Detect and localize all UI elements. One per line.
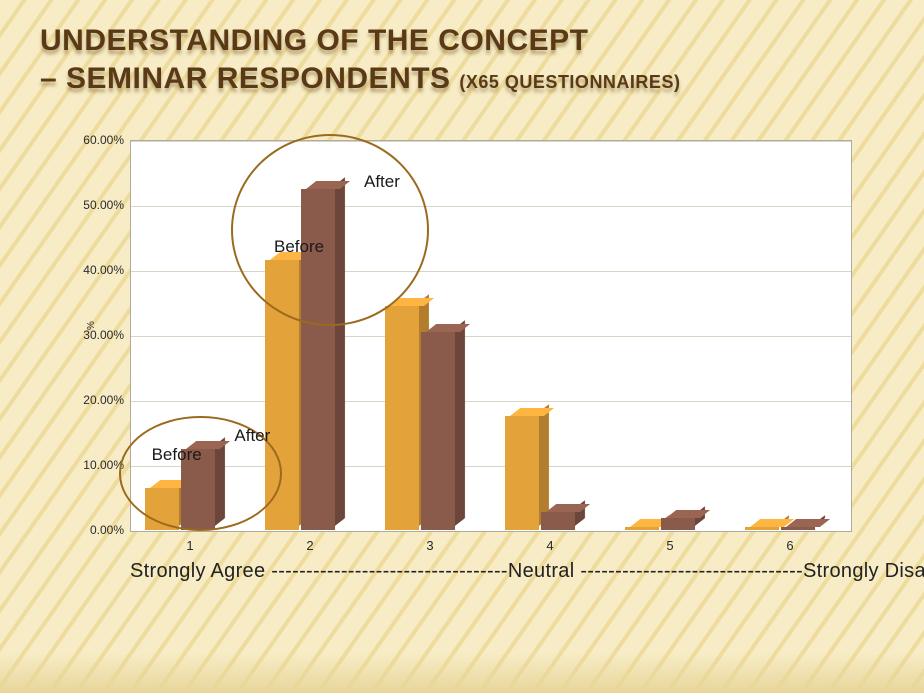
- slide-root: UNDERSTANDING OF THE CONCEPT – SEMINAR R…: [0, 0, 924, 693]
- concept-understanding-chart: % Strongly Agree -----------------------…: [60, 140, 880, 570]
- title-line1: UNDERSTANDING OF THE CONCEPT: [40, 24, 588, 57]
- bar-before-4: [505, 416, 539, 530]
- gridline: [131, 141, 851, 142]
- y-tick-label: 20.00%: [83, 393, 124, 407]
- bar-after-3: [421, 332, 455, 530]
- y-tick-label: 0.00%: [90, 523, 124, 537]
- x-axis-scale-text: Strongly Agree -------------------------…: [130, 560, 850, 583]
- highlight-ellipse: [231, 134, 429, 327]
- annotation-before: Before: [274, 237, 324, 257]
- bar-before-6: [745, 527, 779, 530]
- x-tick-label: 2: [306, 538, 313, 553]
- y-tick-label: 30.00%: [83, 328, 124, 342]
- decorative-fade: [0, 653, 924, 693]
- y-tick-label: 40.00%: [83, 263, 124, 277]
- annotation-after: After: [234, 426, 270, 446]
- bar-after-4: [541, 512, 575, 530]
- gridline: [131, 401, 851, 402]
- y-tick-label: 10.00%: [83, 458, 124, 472]
- gridline: [131, 336, 851, 337]
- x-tick-label: 5: [666, 538, 673, 553]
- title-suffix: (X65 QUESTIONNAIRES): [459, 72, 680, 92]
- slide-title: UNDERSTANDING OF THE CONCEPT – SEMINAR R…: [40, 22, 894, 97]
- bar-before-3: [385, 306, 419, 530]
- bar-before-5: [625, 527, 659, 530]
- x-tick-label: 4: [546, 538, 553, 553]
- bar-after-6: [781, 527, 815, 530]
- annotation-after: After: [364, 172, 400, 192]
- y-tick-label: 60.00%: [83, 133, 124, 147]
- x-tick-label: 3: [426, 538, 433, 553]
- x-tick-label: 1: [186, 538, 193, 553]
- bar-after-5: [661, 518, 695, 530]
- annotation-before: Before: [152, 445, 202, 465]
- y-tick-label: 50.00%: [83, 198, 124, 212]
- title-line2: – SEMINAR RESPONDENTS: [40, 62, 459, 95]
- x-tick-label: 6: [786, 538, 793, 553]
- gridline: [131, 271, 851, 272]
